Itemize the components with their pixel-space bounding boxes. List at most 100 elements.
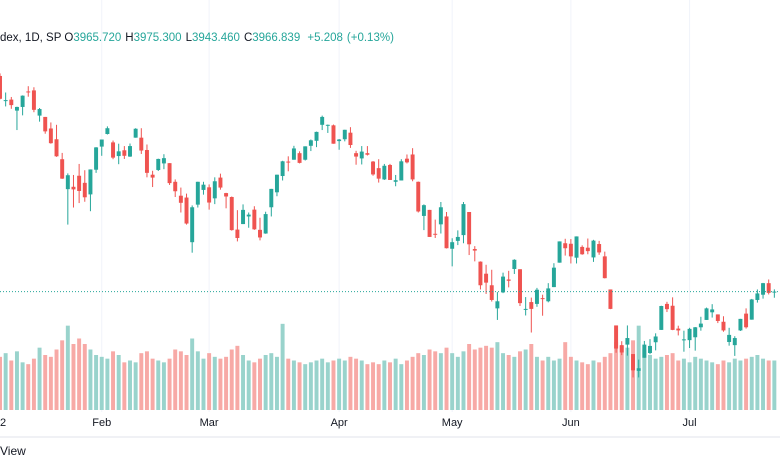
candle-body (450, 242, 455, 249)
candle-body (591, 240, 596, 258)
volume-bar (478, 347, 483, 410)
brand: View (0, 444, 26, 458)
candle-body (715, 314, 720, 321)
candle-body (184, 197, 189, 224)
x-tick-label: Mar (200, 417, 219, 429)
candle-body (286, 161, 291, 163)
candle-body (693, 327, 698, 338)
candle-body (111, 142, 116, 158)
volume-bar (619, 345, 624, 410)
ohlc-value: 3975.300 (133, 32, 182, 44)
volume-bar (614, 342, 619, 410)
volume-bar (348, 356, 353, 410)
candle-body (77, 175, 82, 191)
volume-bar (648, 355, 652, 410)
candle-body (133, 128, 138, 138)
candle-body (546, 288, 551, 302)
ohlc-label: L (185, 32, 192, 44)
volume-bar (359, 360, 364, 410)
candle-body (472, 249, 477, 251)
candle-body (404, 158, 409, 163)
ohlc-label: C (243, 32, 253, 44)
volume-bar (354, 358, 359, 410)
candle-body (258, 229, 262, 238)
candle-body (738, 318, 743, 331)
candle-body (551, 267, 556, 288)
candle-body (156, 158, 161, 170)
candle-body (325, 124, 330, 126)
candle-body (648, 345, 652, 354)
volume-bar (37, 347, 42, 410)
candle-body (218, 177, 223, 188)
volume-bar (551, 360, 556, 410)
candle-body (512, 259, 517, 269)
candle-body (88, 169, 93, 195)
x-tick-label: Apr (331, 417, 348, 429)
volume-bar (314, 360, 319, 410)
candle-body (280, 161, 285, 177)
candle-body (444, 216, 449, 249)
candle-body (455, 236, 460, 241)
volume-bar (732, 358, 737, 410)
candle-body (681, 339, 686, 341)
volume-bar (303, 364, 308, 410)
candle-body (427, 209, 432, 237)
volume-bar (122, 362, 127, 410)
volume-bar (20, 362, 25, 410)
candle-body (619, 345, 624, 353)
candle-body (710, 309, 715, 313)
candle-body (14, 106, 19, 111)
volume-bar (388, 362, 392, 410)
volume-bar (128, 360, 132, 410)
candle-body (478, 261, 483, 286)
candle-body (744, 313, 749, 328)
volume-bar (766, 360, 771, 410)
volume-bar (472, 349, 477, 410)
volume-bar (568, 356, 573, 410)
candle-body (642, 344, 647, 358)
volume-bar (371, 362, 376, 410)
volume-bar (190, 338, 195, 410)
candle-body (585, 247, 590, 252)
candle-body (433, 233, 438, 235)
candle-body (60, 159, 65, 179)
candle-body (37, 109, 42, 116)
volume-bar (65, 325, 70, 410)
volume-bar (597, 362, 602, 410)
volume-bar (433, 351, 438, 410)
candle-body (105, 128, 110, 134)
volume-bar (512, 356, 517, 410)
volume-bar (642, 349, 647, 410)
candle-body (3, 100, 8, 102)
candle-body (614, 325, 619, 349)
candle-body (178, 195, 183, 203)
candle-body (421, 205, 426, 216)
volume-bar (416, 353, 421, 410)
volume-bar (274, 356, 279, 410)
volume-bar (659, 356, 664, 410)
candle-body (150, 174, 155, 178)
volume-bar (229, 349, 234, 410)
candle-body (65, 175, 70, 190)
change-pct: (+0.13%) (346, 32, 394, 44)
candle-body (246, 214, 251, 217)
volume-bar (399, 364, 404, 410)
volume-bar (88, 349, 93, 410)
candle-body (167, 163, 172, 184)
candle-body (749, 299, 754, 320)
volume-bar (721, 360, 726, 410)
candle-body (484, 273, 489, 283)
volume-bar (563, 342, 568, 410)
volume-bar (523, 349, 528, 410)
candle-body (489, 285, 494, 300)
volume-bar (727, 362, 732, 410)
ohlc-value: 3965.720 (73, 32, 122, 44)
ohlc-value: 3966.839 (252, 32, 301, 44)
volume-bar (704, 360, 709, 410)
candle-body (71, 186, 76, 190)
candle-body (20, 95, 25, 107)
volume-bar (444, 347, 449, 410)
candle-body (235, 229, 240, 238)
ohlc-value: 3943.460 (191, 32, 240, 44)
volume-bar (31, 358, 36, 410)
